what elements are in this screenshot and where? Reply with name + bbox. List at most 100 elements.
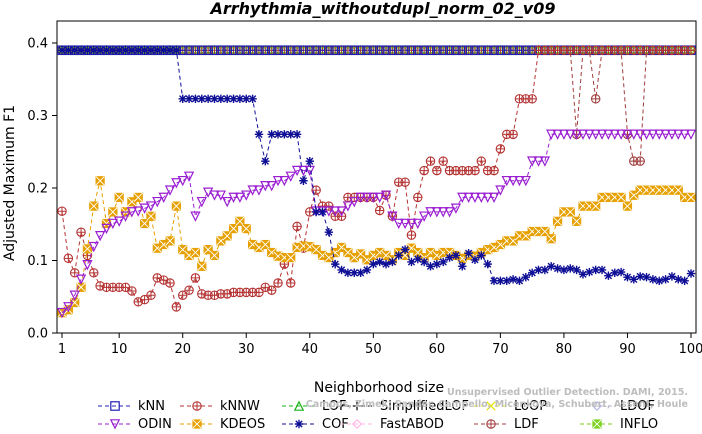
- data-point-cof-51: [375, 258, 383, 266]
- x-tick-label-30: 30: [238, 342, 255, 357]
- data-point-cof-81: [566, 264, 574, 272]
- data-point-kdeos-5: [83, 245, 91, 253]
- data-point-knnw-60: [433, 166, 441, 174]
- data-point-knnw-4: [77, 228, 85, 236]
- data-point-ldf-92: [636, 157, 644, 165]
- legend-item-kdeos: KDEOS: [180, 417, 265, 432]
- legend-item-inflo: INFLO: [580, 417, 658, 432]
- data-point-cof-90: [623, 273, 631, 281]
- legend-label-knnw: kNNW: [220, 399, 260, 414]
- legend-marker-knnw: [193, 402, 201, 410]
- x-axis-label: Neighborhood size: [314, 380, 444, 396]
- data-point-knnw-38: [293, 222, 301, 230]
- data-point-cof-58: [420, 258, 428, 266]
- data-point-knnw-35: [274, 279, 282, 287]
- y-tick-label-3: 0.3: [27, 109, 48, 124]
- x-tick-label-1: 1: [58, 342, 66, 357]
- data-point-cof-84: [585, 268, 593, 276]
- data-point-cof-98: [674, 275, 682, 283]
- data-point-kdeos-30: [242, 224, 250, 232]
- data-point-odin-4: [77, 275, 85, 283]
- data-point-cof-62: [445, 253, 453, 261]
- data-point-knnw-15: [147, 291, 155, 299]
- data-point-knnw-21: [185, 286, 193, 294]
- data-point-cof-93: [642, 273, 650, 281]
- data-point-knnw-37: [287, 279, 295, 287]
- legend-label-ldf: LDF: [514, 417, 539, 432]
- data-point-cof-65: [464, 249, 472, 257]
- data-point-cof-66: [471, 256, 479, 264]
- data-point-cof-95: [655, 277, 663, 285]
- legend-label-fastabod: FastABOD: [380, 417, 444, 432]
- data-point-kdeos-22: [191, 248, 199, 256]
- legend-item-knn: kNN: [98, 399, 165, 414]
- source-note-line2: Campos, Zimek, Sander, Campello, Micenko…: [306, 399, 688, 410]
- data-point-cof-100: [687, 269, 695, 277]
- data-point-knnw-12: [128, 287, 136, 295]
- legend-item-fastabod: FastABOD: [340, 417, 444, 432]
- data-point-knnw-58: [420, 166, 428, 174]
- data-point-knnw-19: [172, 303, 180, 311]
- legend-item-ldf: LDF: [474, 417, 539, 432]
- data-point-cof-78: [547, 262, 555, 270]
- data-point-cof-67: [477, 251, 485, 259]
- legend-marker-kdeos: [193, 420, 201, 428]
- data-point-odin-27: [223, 198, 231, 206]
- legend-item-odin: ODIN: [98, 417, 172, 432]
- data-point-kdeos-100: [687, 193, 695, 201]
- data-point-knnw-11: [121, 283, 129, 291]
- data-point-cof-50: [369, 260, 377, 268]
- data-point-kdeos-78: [547, 235, 555, 243]
- data-point-kdeos-9: [109, 208, 117, 216]
- data-point-knnw-2: [64, 254, 72, 262]
- data-point-knnw-34: [267, 286, 275, 294]
- y-tick-label-4: 0.4: [27, 37, 48, 52]
- x-tick-label-50: 50: [365, 342, 382, 357]
- data-point-kdeos-85: [591, 202, 599, 210]
- data-point-knnw-69: [490, 166, 498, 174]
- data-point-kdeos-89: [617, 193, 625, 201]
- data-point-kdeos-79: [553, 217, 561, 225]
- data-point-kdeos-13: [134, 193, 142, 201]
- data-point-cof-83: [579, 270, 587, 278]
- data-point-cof-92: [636, 272, 644, 280]
- data-point-cof-52: [382, 260, 390, 268]
- data-point-cof-33: [261, 157, 269, 165]
- data-point-knnw-57: [414, 193, 422, 201]
- data-point-knnw-70: [496, 145, 504, 153]
- data-point-knnw-56: [407, 231, 415, 239]
- data-point-cof-19: [172, 46, 180, 54]
- legend-marker-cof: [295, 420, 303, 428]
- data-point-cof-80: [560, 266, 568, 274]
- x-tick-label-10: 10: [111, 342, 128, 357]
- data-point-cof-31: [248, 95, 256, 103]
- data-point-cof-61: [439, 258, 447, 266]
- data-point-knnw-59: [426, 157, 434, 165]
- x-tick-label-20: 20: [174, 342, 191, 357]
- legend-label-inflo: INFLO: [620, 417, 658, 432]
- data-point-kdeos-7: [96, 177, 104, 185]
- data-point-knnw-66: [471, 166, 479, 174]
- data-point-cof-82: [572, 266, 580, 274]
- data-point-kdeos-23: [198, 262, 206, 270]
- series-line-odin: [62, 134, 691, 312]
- data-point-cof-53: [388, 258, 396, 266]
- data-point-cof-60: [433, 260, 441, 268]
- data-point-cof-71: [503, 277, 511, 285]
- data-point-knnw-18: [166, 279, 174, 287]
- data-point-kdeos-90: [623, 202, 631, 210]
- data-point-cof-88: [611, 269, 619, 277]
- legend-item-cof: COF: [282, 417, 349, 432]
- data-point-cof-55: [401, 245, 409, 253]
- data-point-cof-59: [426, 262, 434, 270]
- legend-marker-ldf: [487, 420, 495, 428]
- x-tick-label-90: 90: [619, 342, 636, 357]
- data-point-kdeos-15: [147, 212, 155, 220]
- x-tick-label-100: 100: [679, 342, 702, 357]
- data-point-cof-74: [522, 273, 530, 281]
- data-point-kdeos-81: [566, 208, 574, 216]
- x-tick-label-70: 70: [492, 342, 509, 357]
- y-axis-label: Adjusted Maximum F1: [2, 105, 18, 261]
- chart: Arrhythmia_withoutdupl_norm_02_v09 Adjus…: [0, 0, 702, 434]
- data-point-cof-32: [255, 130, 263, 138]
